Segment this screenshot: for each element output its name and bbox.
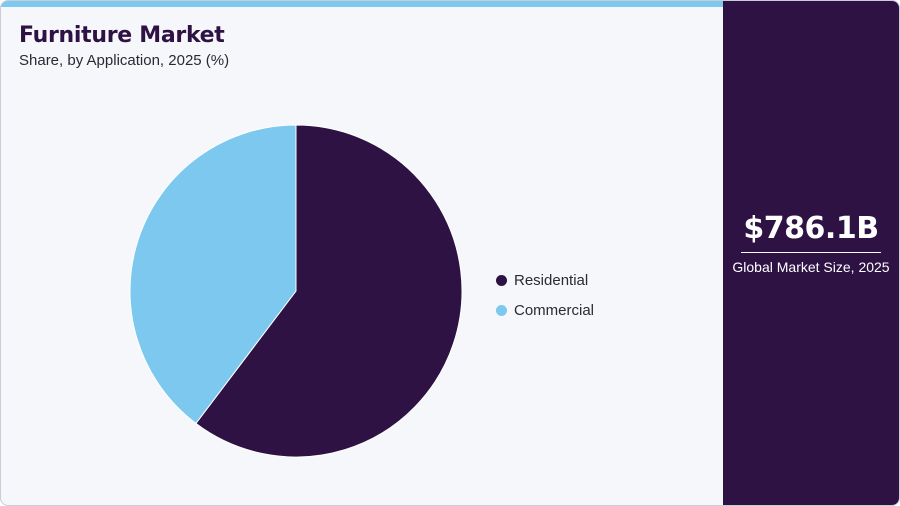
market-size-label: Global Market Size, 2025 xyxy=(732,259,890,275)
legend-swatch-commercial xyxy=(496,304,507,316)
pie-slices xyxy=(129,124,463,458)
legend-label-residential: Residential xyxy=(514,271,589,289)
pie-slice-commercial xyxy=(129,124,297,425)
legend-swatch-residential xyxy=(496,274,507,286)
market-size-value: $786.1B xyxy=(743,211,879,246)
market-size-panel: $786.1B Global Market Size, 2025 xyxy=(723,1,899,505)
pie-chart xyxy=(129,124,463,458)
legend-label-commercial: Commercial xyxy=(514,301,595,319)
legend-item-commercial: Commercial xyxy=(496,295,594,325)
stat-divider xyxy=(741,252,881,253)
chart-title: Furniture Market xyxy=(19,23,225,48)
accent-strip xyxy=(1,1,723,7)
chart-legend: Residential Commercial xyxy=(496,265,594,325)
pie-slice-residential xyxy=(195,124,463,458)
chart-subtitle: Share, by Application, 2025 (%) xyxy=(19,52,230,69)
legend-item-residential: Residential xyxy=(496,265,594,295)
